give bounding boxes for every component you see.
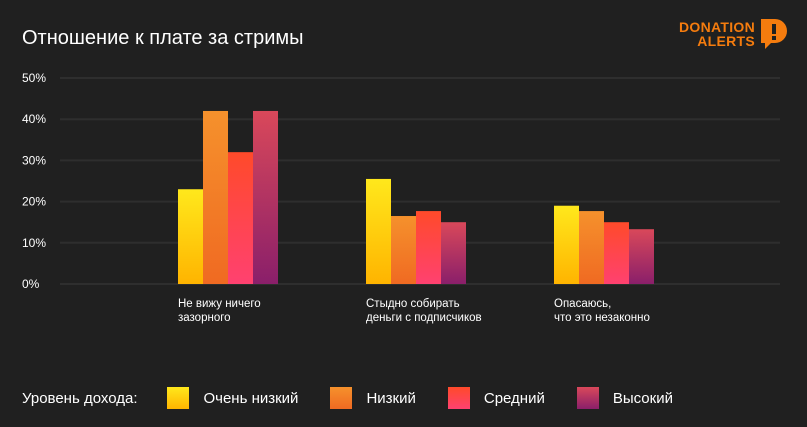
y-tick-label: 10% [22,236,46,250]
legend-swatch [576,387,599,409]
bar-Высокий [629,229,654,284]
bar-Очень низкий [178,189,203,284]
legend-swatch [167,387,190,409]
legend-label: Очень низкий [203,389,299,407]
donation-alerts-logo: DONATION ALERTS [679,17,789,51]
bar-Низкий [203,110,228,285]
bar-Низкий [579,211,604,284]
bar-Низкий [391,216,416,284]
legend-swatch [330,387,353,409]
legend-label: Высокий [612,389,673,407]
bar-Очень низкий [554,205,579,284]
bar-Средний [604,222,629,284]
legend-title: Уровень дохода: [22,389,138,407]
y-tick-label: 0% [22,277,40,291]
y-tick-label: 30% [22,153,46,167]
bar-Очень низкий [366,178,391,284]
legend-label: Средний [483,389,545,407]
y-tick-label: 40% [22,112,46,126]
x-tick-label: зазорного [178,312,231,324]
logo-line1: DONATION [679,19,756,35]
page-title: Отношение к плате за стримы [22,27,304,49]
legend-item: Очень низкий [167,387,298,409]
bar-Высокий [253,110,278,285]
logo-line2: ALERTS [697,33,756,49]
x-tick-label: что это незаконно [554,312,650,324]
x-tick-label: деньги с подписчиков [366,312,482,324]
legend-item: Высокий [576,387,673,409]
x-tick-label: Не вижу ничего [178,298,261,310]
y-tick-label: 20% [22,195,46,209]
legend-swatch [447,387,470,409]
bar-Средний [416,211,441,284]
logo-icon [761,19,788,49]
legend-item: Низкий [330,387,416,409]
legend-label: Низкий [366,389,416,407]
x-tick-label: Стыдно собирать [366,298,460,310]
x-tick-label: Опасаюсь, [554,298,611,310]
bar-chart: 0% 10% 20% 30% 40% 50% Не вижу ничего зазорного… [22,71,780,324]
y-tick-label: 50% [22,71,46,85]
legend-item: Средний [447,387,545,409]
bar-Высокий [441,222,466,284]
bar-Средний [228,152,253,284]
legend: Уровень дохода: Очень низкий Низкий Средни… [22,387,673,409]
